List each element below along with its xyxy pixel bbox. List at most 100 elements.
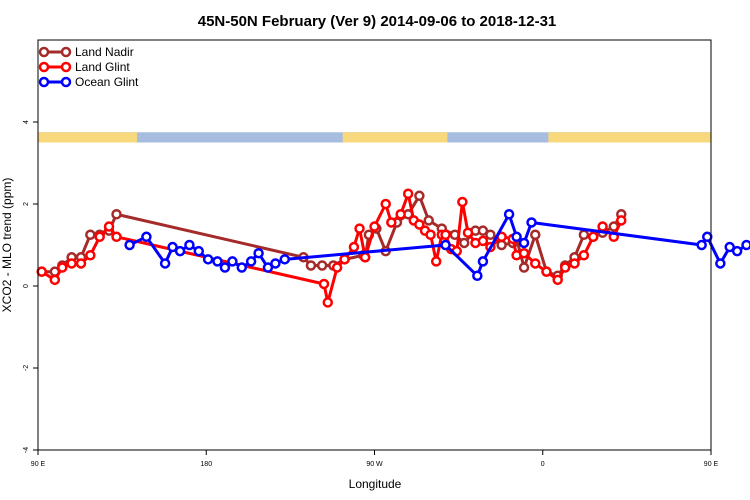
data-point — [477, 225, 489, 236]
data-point — [462, 227, 474, 238]
y-tick-label: 2 — [23, 202, 30, 206]
land-band-segment — [548, 132, 711, 143]
data-point — [503, 209, 515, 220]
data-point — [85, 229, 96, 240]
data-point — [578, 229, 590, 240]
data-point — [348, 241, 360, 253]
data-point — [174, 245, 186, 257]
legend-marker — [60, 76, 72, 88]
data-point — [477, 235, 489, 247]
data-point — [530, 229, 541, 240]
data-point — [219, 262, 231, 273]
data-point — [715, 258, 726, 269]
data-point — [103, 221, 115, 232]
legend-label: Land Nadir — [75, 45, 134, 59]
data-point — [423, 215, 434, 226]
data-point — [369, 221, 380, 232]
data-point — [359, 252, 371, 263]
data-point — [322, 297, 334, 308]
legend-item-ocean-glint: Ocean Glint — [38, 75, 139, 89]
legend-marker — [38, 46, 50, 58]
data-point — [530, 258, 541, 269]
data-point — [724, 241, 735, 253]
series-layer — [36, 188, 750, 308]
data-point — [111, 231, 122, 243]
data-point — [440, 229, 451, 240]
data-point — [702, 231, 713, 243]
land-ocean-band — [38, 132, 711, 143]
data-point — [159, 258, 171, 269]
data-point — [485, 229, 496, 240]
land-band-segment — [342, 132, 448, 143]
data-point — [339, 254, 350, 265]
data-point — [279, 254, 291, 265]
data-point — [518, 247, 530, 259]
data-point — [552, 274, 563, 286]
data-point — [587, 231, 599, 243]
legend-label: Ocean Glint — [75, 75, 139, 89]
data-point — [414, 190, 425, 202]
data-point — [318, 278, 330, 290]
data-point — [578, 250, 590, 261]
x-tick-label: 180 — [200, 461, 212, 468]
data-point — [511, 231, 522, 243]
data-point — [386, 217, 397, 228]
plot-frame — [37, 39, 712, 451]
data-point — [245, 256, 257, 267]
data-point — [124, 239, 135, 251]
x-tick-label: 90 W — [366, 461, 383, 468]
data-point — [331, 262, 343, 273]
data-point — [354, 223, 365, 234]
series-land-glint — [36, 188, 627, 308]
data-point — [49, 274, 61, 286]
data-point — [111, 209, 122, 220]
x-tick-label: 90 E — [31, 461, 46, 468]
data-point — [253, 247, 264, 259]
data-point — [236, 262, 248, 273]
chart-title: 45N-50N February (Ver 9) 2014-09-06 to 2… — [198, 13, 557, 30]
data-point — [227, 256, 238, 267]
data-point — [141, 231, 152, 243]
legend-marker — [60, 61, 72, 73]
data-point — [316, 260, 328, 271]
data-point — [541, 266, 552, 277]
x-axis-label: Longitude — [349, 477, 402, 491]
data-point — [458, 237, 470, 249]
data-point — [440, 239, 451, 251]
data-point — [36, 266, 47, 277]
data-point — [477, 256, 489, 267]
legend-marker — [38, 61, 50, 73]
data-point — [380, 198, 391, 210]
land-band-segment — [38, 132, 138, 143]
data-point — [425, 229, 436, 240]
data-point — [94, 231, 105, 243]
data-point — [526, 217, 537, 228]
y-axis-label: XCO2 - MLO trend (ppm) — [0, 178, 14, 313]
data-point — [75, 258, 87, 269]
data-point — [395, 209, 406, 220]
legend-marker — [38, 76, 50, 88]
data-point — [696, 239, 707, 251]
y-tick-label: 4 — [23, 120, 30, 124]
data-point — [212, 256, 223, 267]
data-point — [457, 196, 468, 208]
x-axis: 90 E 180 90 W 0 90 E — [31, 450, 719, 468]
data-point — [597, 221, 608, 232]
data-point — [741, 239, 750, 251]
data-point — [66, 258, 77, 269]
data-point — [402, 188, 414, 199]
data-point — [202, 254, 214, 265]
data-point — [414, 219, 425, 230]
data-point — [262, 262, 274, 273]
data-point — [518, 262, 530, 273]
legend-item-land-nadir: Land Nadir — [38, 45, 134, 59]
data-point — [430, 256, 442, 267]
data-point — [184, 239, 195, 251]
data-point — [496, 239, 507, 251]
data-point — [569, 258, 580, 269]
legend-label: Land Glint — [75, 60, 130, 74]
y-axis: -4 -2 0 2 4 — [23, 120, 38, 453]
data-point — [193, 245, 205, 257]
